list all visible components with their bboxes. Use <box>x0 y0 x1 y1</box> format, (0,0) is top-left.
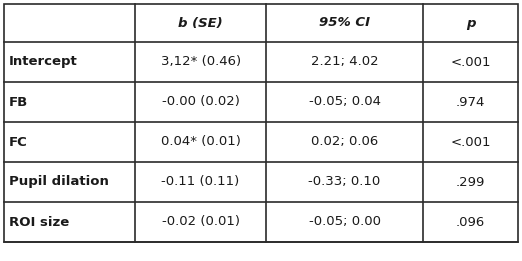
Text: .299: .299 <box>456 175 485 188</box>
Text: 3,12* (0.46): 3,12* (0.46) <box>161 56 241 68</box>
Text: FC: FC <box>9 135 28 149</box>
Text: -0.05; 0.04: -0.05; 0.04 <box>309 96 381 109</box>
Text: 0.02; 0.06: 0.02; 0.06 <box>311 135 378 149</box>
Text: p: p <box>466 16 475 29</box>
Text: -0.33; 0.10: -0.33; 0.10 <box>309 175 381 188</box>
Text: Intercept: Intercept <box>9 56 78 68</box>
Text: -0.00 (0.02): -0.00 (0.02) <box>162 96 240 109</box>
Text: -0.02 (0.01): -0.02 (0.01) <box>162 216 240 228</box>
Text: b (SE): b (SE) <box>179 16 223 29</box>
Text: .974: .974 <box>456 96 485 109</box>
Text: 2.21; 4.02: 2.21; 4.02 <box>311 56 378 68</box>
Text: -0.11 (0.11): -0.11 (0.11) <box>161 175 240 188</box>
Text: FB: FB <box>9 96 28 109</box>
Text: ROI size: ROI size <box>9 216 69 228</box>
Text: .096: .096 <box>456 216 485 228</box>
Text: 95% CI: 95% CI <box>319 16 370 29</box>
Text: <.001: <.001 <box>450 135 491 149</box>
Text: Pupil dilation: Pupil dilation <box>9 175 109 188</box>
Text: -0.05; 0.00: -0.05; 0.00 <box>309 216 381 228</box>
Text: <.001: <.001 <box>450 56 491 68</box>
Text: 0.04* (0.01): 0.04* (0.01) <box>161 135 241 149</box>
